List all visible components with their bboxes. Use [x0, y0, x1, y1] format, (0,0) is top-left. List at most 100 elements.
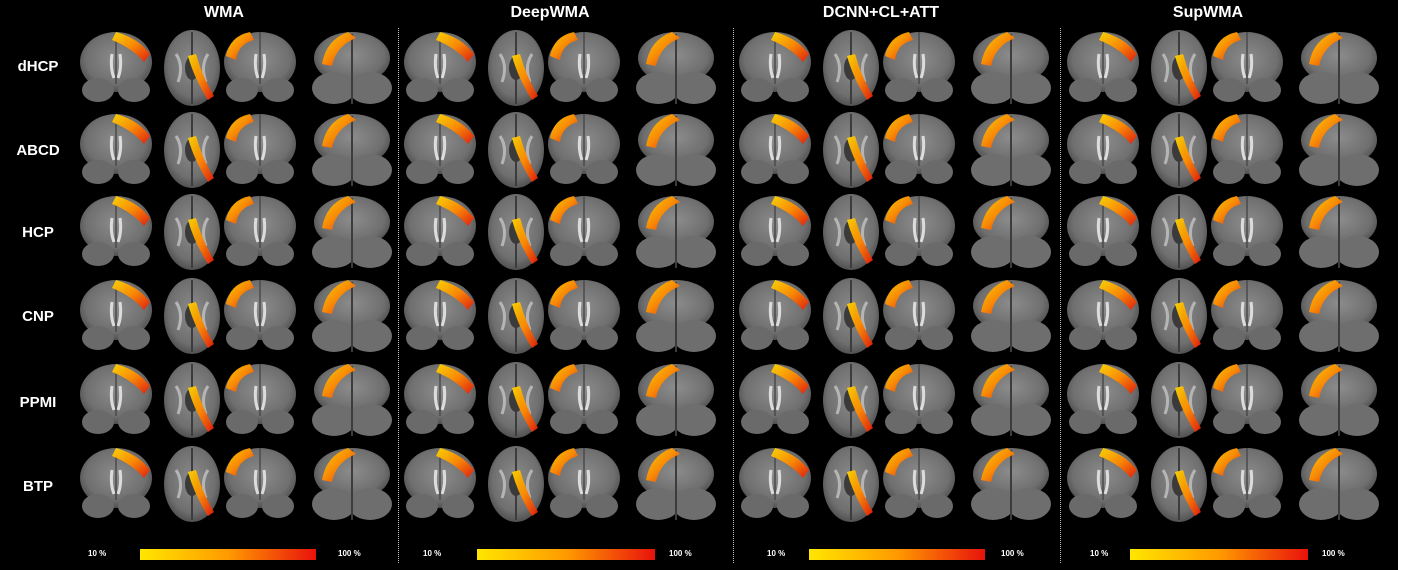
axial-brain-slice [1151, 112, 1207, 188]
coronal-brain-slice [739, 114, 811, 184]
coronal-brain-slice [404, 114, 476, 184]
posterior-brain-slice [312, 364, 392, 436]
axial-brain-slice [164, 362, 220, 438]
posterior-brain-slice [636, 114, 716, 186]
coronal-brain-slice [548, 364, 620, 434]
posterior-brain-slice [1299, 280, 1379, 352]
coronal-brain-slice [1067, 448, 1139, 518]
colorbar-max-label: 100 % [1001, 549, 1024, 558]
posterior-brain-slice [312, 280, 392, 352]
posterior-brain-slice [971, 280, 1051, 352]
colorbar-gradient [809, 549, 985, 560]
coronal-brain-slice [224, 32, 296, 102]
row-label-hcp: HCP [22, 224, 54, 241]
axial-brain-slice [823, 30, 879, 106]
posterior-brain-slice [971, 364, 1051, 436]
column-divider [398, 28, 399, 563]
axial-brain-slice [488, 194, 544, 270]
coronal-brain-slice [404, 280, 476, 350]
coronal-brain-slice [548, 32, 620, 102]
row-label-abcd: ABCD [16, 142, 60, 159]
axial-brain-slice [164, 446, 220, 522]
axial-brain-slice [1151, 194, 1207, 270]
column-title-deepwma: DeepWMA [510, 4, 590, 21]
coronal-brain-slice [1067, 196, 1139, 266]
posterior-brain-slice [636, 32, 716, 104]
coronal-brain-slice [80, 364, 152, 434]
coronal-brain-slice [1211, 114, 1283, 184]
coronal-brain-slice [883, 196, 955, 266]
posterior-brain-slice [312, 114, 392, 186]
coronal-brain-slice [80, 448, 152, 518]
column-divider [733, 28, 734, 563]
coronal-brain-slice [80, 32, 152, 102]
coronal-brain-slice [1067, 32, 1139, 102]
axial-brain-slice [488, 362, 544, 438]
posterior-brain-slice [312, 196, 392, 268]
colorbar-min-label: 10 % [88, 549, 107, 558]
coronal-brain-slice [404, 196, 476, 266]
coronal-brain-slice [404, 448, 476, 518]
posterior-brain-slice [1299, 364, 1379, 436]
row-label-dhcp: dHCP [17, 58, 59, 75]
coronal-brain-slice [548, 196, 620, 266]
posterior-brain-slice [636, 364, 716, 436]
axial-brain-slice [488, 112, 544, 188]
coronal-brain-slice [80, 114, 152, 184]
axial-brain-slice [823, 278, 879, 354]
coronal-brain-slice [224, 280, 296, 350]
row-label-cnp: CNP [22, 308, 54, 325]
column-divider [1060, 28, 1061, 563]
column-title-dcnn-cl-att: DCNN+CL+ATT [822, 4, 940, 21]
coronal-brain-slice [1211, 364, 1283, 434]
coronal-brain-slice [739, 280, 811, 350]
coronal-brain-slice [224, 448, 296, 518]
coronal-brain-slice [224, 364, 296, 434]
posterior-brain-slice [971, 32, 1051, 104]
coronal-brain-slice [883, 364, 955, 434]
row-label-btp: BTP [23, 478, 53, 495]
column-title-wma: WMA [204, 4, 244, 21]
coronal-brain-slice [80, 280, 152, 350]
coronal-brain-slice [548, 114, 620, 184]
colorbar-dcnn-cl-att: 10 % 100 % [767, 546, 1057, 562]
axial-brain-slice [1151, 446, 1207, 522]
coronal-brain-slice [739, 32, 811, 102]
axial-brain-slice [1151, 278, 1207, 354]
posterior-brain-slice [971, 114, 1051, 186]
axial-brain-slice [164, 112, 220, 188]
coronal-brain-slice [1211, 280, 1283, 350]
coronal-brain-slice [1067, 114, 1139, 184]
row-label-ppmi: PPMI [19, 394, 57, 411]
colorbar-min-label: 10 % [767, 549, 786, 558]
colorbar-wma: 10 % 100 % [88, 546, 378, 562]
coronal-brain-slice [883, 448, 955, 518]
posterior-brain-slice [971, 196, 1051, 268]
axial-brain-slice [488, 446, 544, 522]
axial-brain-slice [164, 278, 220, 354]
coronal-brain-slice [739, 196, 811, 266]
colorbar-gradient [477, 549, 655, 560]
axial-brain-slice [823, 112, 879, 188]
posterior-brain-slice [312, 32, 392, 104]
coronal-brain-slice [1067, 280, 1139, 350]
axial-brain-slice [823, 194, 879, 270]
colorbar-deepwma: 10 % 100 % [423, 546, 713, 562]
posterior-brain-slice [971, 448, 1051, 520]
coronal-brain-slice [404, 364, 476, 434]
coronal-brain-slice [224, 196, 296, 266]
axial-brain-slice [823, 362, 879, 438]
coronal-brain-slice [883, 114, 955, 184]
posterior-brain-slice [636, 196, 716, 268]
coronal-brain-slice [404, 32, 476, 102]
coronal-brain-slice [739, 364, 811, 434]
posterior-brain-slice [1299, 114, 1379, 186]
coronal-brain-slice [1211, 448, 1283, 518]
coronal-brain-slice [739, 448, 811, 518]
axial-brain-slice [164, 30, 220, 106]
posterior-brain-slice [1299, 196, 1379, 268]
colorbar-max-label: 100 % [669, 549, 692, 558]
axial-brain-slice [488, 30, 544, 106]
axial-brain-slice [823, 446, 879, 522]
